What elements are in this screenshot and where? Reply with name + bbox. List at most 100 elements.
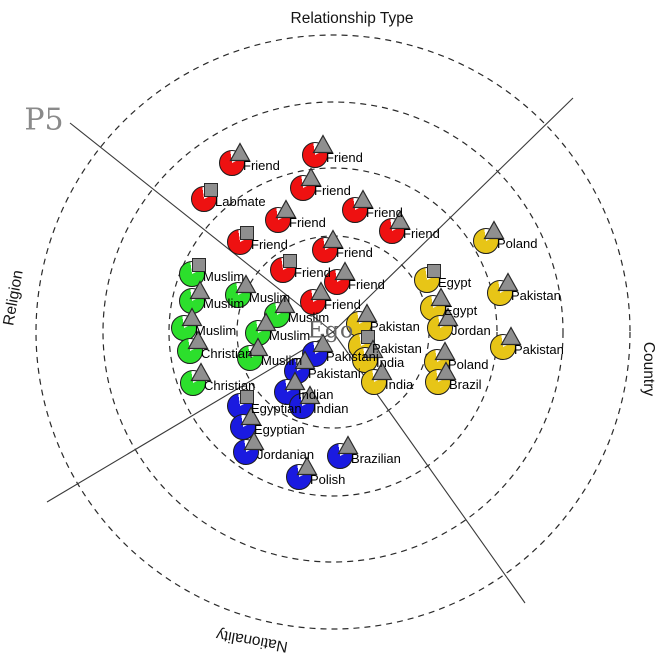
triangle-icon	[337, 435, 359, 455]
node-label: Friend	[326, 150, 363, 165]
triangle-marker	[352, 189, 374, 214]
sector-axis-line	[46, 331, 334, 503]
sector-label-religion: Religion	[0, 268, 27, 327]
triangle-icon	[296, 456, 318, 476]
node-label: Egypt	[438, 275, 472, 290]
node-label: Pakistan	[514, 342, 564, 357]
node-label: Friend	[289, 215, 326, 230]
triangle-icon	[310, 281, 332, 301]
triangle-icon	[434, 341, 456, 361]
p5-annotation: P5	[24, 102, 64, 138]
triangle-marker	[190, 362, 212, 387]
triangle-marker	[483, 220, 505, 245]
triangle-marker	[430, 287, 452, 312]
triangle-marker	[240, 406, 262, 431]
triangle-marker	[312, 134, 334, 159]
triangle-marker	[500, 326, 522, 351]
triangle-marker	[497, 272, 519, 297]
node-label: Egyptian	[251, 401, 302, 416]
node-label: Friend	[314, 183, 351, 198]
node-label: Muslim	[203, 296, 245, 311]
node-label: Muslim	[288, 310, 330, 325]
triangle-icon	[189, 280, 211, 300]
triangle-marker	[299, 385, 321, 410]
triangle-marker	[296, 456, 318, 481]
triangle-icon	[255, 312, 277, 332]
node-label: Polish	[310, 472, 346, 487]
triangle-icon	[247, 337, 269, 357]
triangle-marker	[337, 435, 359, 460]
node-label: Pakistani	[326, 349, 379, 364]
triangle-marker	[229, 142, 251, 167]
node-label: Pakistan	[511, 288, 561, 303]
triangle-icon	[483, 220, 505, 240]
triangle-marker	[371, 361, 393, 386]
triangle-icon	[190, 362, 212, 382]
triangle-icon	[240, 406, 262, 426]
triangle-icon	[352, 189, 374, 209]
sector-label-country: Country	[640, 341, 657, 397]
triangle-icon	[299, 385, 321, 405]
square-marker	[361, 330, 375, 344]
node-label: Muslim	[203, 269, 245, 284]
triangle-marker	[284, 371, 306, 396]
node-label: Muslim	[195, 323, 237, 338]
node-label: Friend	[336, 245, 373, 260]
node-label: Indian	[298, 387, 334, 402]
node-label: Jordan	[451, 323, 491, 338]
node-label: India	[376, 355, 405, 370]
triangle-marker	[362, 339, 384, 364]
triangle-icon	[275, 199, 297, 219]
node-circle-relationship	[324, 269, 350, 295]
node-label: Poland	[497, 236, 538, 251]
grid-ring	[102, 101, 564, 563]
node-label: Friend	[348, 277, 385, 292]
node-label: Muslim	[269, 328, 311, 343]
triangle-marker	[274, 294, 296, 319]
triangle-marker	[434, 341, 456, 366]
triangle-icon	[362, 339, 384, 359]
node-label: Indian	[313, 401, 349, 416]
square-marker	[240, 390, 254, 404]
node-label: Friend	[294, 265, 331, 280]
node-label: Labmate	[215, 194, 266, 209]
triangle-icon	[435, 361, 457, 381]
node-label: Egyptian	[254, 422, 305, 437]
sector-label-nationality: Nationality	[214, 625, 290, 656]
triangle-icon	[312, 333, 334, 353]
triangle-icon	[437, 307, 459, 327]
node-label: Brazil	[449, 377, 482, 392]
triangle-marker	[187, 330, 209, 355]
node-label: Pakistani	[308, 366, 361, 381]
grid-ring	[168, 167, 498, 497]
node-circle-relationship	[342, 197, 368, 223]
triangle-marker	[437, 307, 459, 332]
node-label: Friend	[324, 297, 361, 312]
triangle-icon	[187, 330, 209, 350]
node-label: Pakistan	[370, 319, 420, 334]
node-label: Muslim	[249, 290, 291, 305]
triangle-icon	[430, 287, 452, 307]
node-label: Christian	[204, 378, 256, 393]
triangle-icon	[500, 326, 522, 346]
triangle-icon	[235, 274, 257, 294]
triangle-marker	[435, 361, 457, 386]
square-marker	[283, 254, 297, 268]
triangle-marker	[243, 431, 265, 456]
node-circle-relationship	[379, 218, 405, 244]
triangle-marker	[275, 199, 297, 224]
triangle-icon	[294, 350, 316, 370]
triangle-icon	[497, 272, 519, 292]
triangle-icon	[243, 431, 265, 451]
node-label: Poland	[448, 357, 489, 372]
triangle-marker	[235, 274, 257, 299]
triangle-icon	[284, 371, 306, 391]
node-label: Friend	[243, 158, 280, 173]
triangle-icon	[181, 307, 203, 327]
square-marker	[240, 226, 254, 240]
node-label: India	[385, 377, 414, 392]
node-label: Jordanian	[257, 447, 315, 462]
